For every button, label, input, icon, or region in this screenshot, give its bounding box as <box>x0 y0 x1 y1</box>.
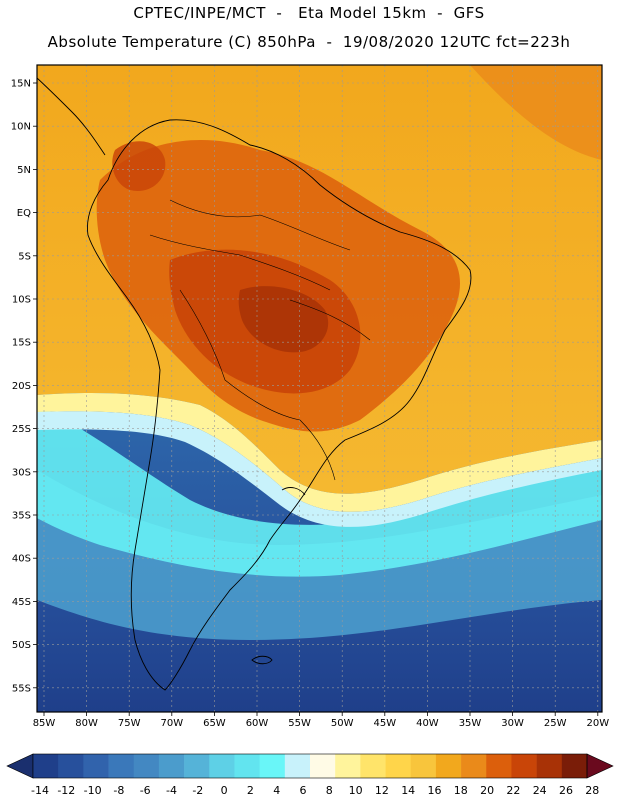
colorbar-label: -6 <box>140 784 151 797</box>
colorbar-label: 8 <box>326 784 333 797</box>
colorbar-swatch <box>209 754 235 778</box>
lon-label: 55W <box>288 718 311 729</box>
colorbar-swatch <box>335 754 361 778</box>
lon-label: 70W <box>160 718 183 729</box>
map-frame <box>36 64 603 713</box>
colorbar-swatch <box>310 754 336 778</box>
colorbar-swatch <box>284 754 311 778</box>
colorbar-label: 26 <box>559 784 573 797</box>
hot-north <box>112 141 166 191</box>
lon-label: 75W <box>118 718 141 729</box>
colorbar-label: 12 <box>375 784 389 797</box>
colorbar-label: -2 <box>192 784 203 797</box>
colorbar-label: 6 <box>300 784 307 797</box>
colorbar-swatch <box>234 754 260 778</box>
lon-label: 25W <box>544 718 567 729</box>
title-line-2: Absolute Temperature (C) 850hPa - 19/08/… <box>47 33 571 51</box>
colorbar-swatch <box>536 754 563 778</box>
colorbar-swatch <box>158 754 185 778</box>
lat-label: 55S <box>12 683 31 694</box>
colorbar-swatch <box>83 754 109 778</box>
colorbar-label: 14 <box>401 784 415 797</box>
lon-label: 20W <box>586 718 609 729</box>
temperature-field <box>37 65 602 712</box>
lat-label: 30S <box>12 467 31 478</box>
colorbar-swatch <box>486 754 512 778</box>
colorbar-swatch <box>133 754 160 778</box>
colorbar-label: -10 <box>84 784 102 797</box>
colorbar-label: 18 <box>454 784 468 797</box>
latitude-labels: 15N 10N 5N EQ 5S 10S 15S 20S 25S 30S 35S 40S 45S 50S 5… <box>11 79 31 695</box>
lon-label: 35W <box>459 718 482 729</box>
colorbar-swatch <box>33 754 59 778</box>
colorbar-swatch <box>58 754 84 778</box>
lat-label: 10N <box>11 122 31 133</box>
colorbar-swatch <box>461 754 487 778</box>
lat-label: 20S <box>12 381 31 392</box>
lat-label: 5N <box>17 165 31 176</box>
colorbar-label: 10 <box>349 784 363 797</box>
lat-label: 45S <box>12 597 31 608</box>
pale-band <box>37 393 602 512</box>
lon-label: 80W <box>75 718 98 729</box>
lat-label: 15S <box>12 338 31 349</box>
colorbar-label: 16 <box>428 784 442 797</box>
central-america-coast <box>36 77 106 156</box>
colorbar-label: -4 <box>166 784 177 797</box>
cyan-band <box>37 405 602 577</box>
lat-label: 15N <box>11 79 31 90</box>
colorbar <box>6 753 614 779</box>
hot-max <box>238 286 329 353</box>
colorbar-low-arrow <box>6 753 34 779</box>
colorbar-swatch <box>108 754 135 778</box>
lon-label: 85W <box>33 718 56 729</box>
colorbar-swatch <box>385 754 412 778</box>
longitude-labels: 85W 80W 75W 70W 65W 60W 55W 50W 45W 40W 35W 30W 25W 2… <box>33 718 610 729</box>
colorbar-label: 28 <box>585 784 599 797</box>
colorbar-swatch <box>259 754 286 778</box>
south-america-coast <box>87 119 472 691</box>
lat-label: 50S <box>12 640 31 651</box>
la-plata <box>281 487 306 496</box>
title-line-1: CPTEC/INPE/MCT - Eta Model 15km - GFS <box>133 4 485 22</box>
colorbar-label: -12 <box>57 784 75 797</box>
colorbar-label: 0 <box>221 784 228 797</box>
lat-label: 5S <box>18 251 31 262</box>
lat-label: 10S <box>12 295 31 306</box>
colorbar-label: 22 <box>506 784 520 797</box>
lat-label: 25S <box>12 424 31 435</box>
graticule <box>33 65 602 716</box>
lon-label: 40W <box>416 718 439 729</box>
colorbar-swatch <box>184 754 210 778</box>
lon-label: 60W <box>246 718 269 729</box>
colorbar-swatch <box>410 754 437 778</box>
colorbar-label: 20 <box>480 784 494 797</box>
country-borders <box>149 199 371 481</box>
colorbar-label: 24 <box>533 784 547 797</box>
colorbar-labels: -14 -12 -10 -8 -6 -4 -2 0 2 4 6 8 10 12 14 16 18 20 22 24 26… <box>31 784 599 797</box>
coastlines <box>36 77 472 691</box>
colorbar-swatch <box>360 754 386 778</box>
colorbar-swatch <box>561 754 588 778</box>
warm-ne <box>470 65 602 160</box>
lon-label: 50W <box>331 718 354 729</box>
colorbar-label: 4 <box>273 784 280 797</box>
falklands <box>251 655 273 665</box>
colorbar-high-arrow <box>586 753 614 779</box>
colorbar-label: -14 <box>31 784 49 797</box>
lat-label: EQ <box>17 208 31 219</box>
lat-label: 35S <box>12 511 31 522</box>
lon-label: 45W <box>373 718 396 729</box>
colorbar-label: -8 <box>113 784 124 797</box>
colorbar-frame <box>32 753 588 779</box>
colorbar-swatch <box>435 754 462 778</box>
colorbar-swatch <box>511 754 537 778</box>
lat-label: 40S <box>12 554 31 565</box>
lon-label: 30W <box>501 718 524 729</box>
lon-label: 65W <box>203 718 226 729</box>
colorbar-label: 2 <box>247 784 254 797</box>
light-cyan-band <box>37 411 602 527</box>
